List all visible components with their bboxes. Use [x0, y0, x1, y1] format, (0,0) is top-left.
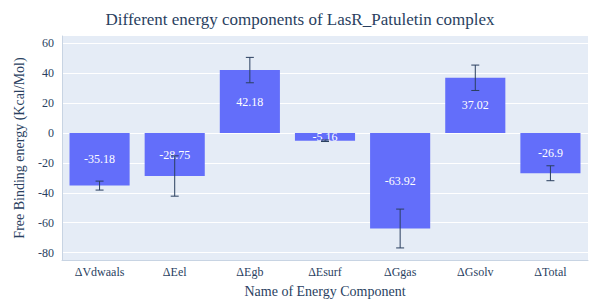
svg-text:-28.75: -28.75 — [159, 147, 191, 162]
svg-text:-40: -40 — [38, 186, 54, 200]
svg-text:0: 0 — [48, 126, 54, 140]
svg-text:-26.9: -26.9 — [538, 146, 563, 160]
svg-text:-5.16: -5.16 — [313, 130, 338, 144]
svg-text:Free Binding energy (Kcal/Mol): Free Binding energy (Kcal/Mol) — [12, 57, 28, 239]
svg-text:40: 40 — [42, 66, 54, 80]
svg-text:60: 60 — [42, 36, 54, 50]
svg-text:20: 20 — [42, 96, 54, 110]
svg-text:-63.92: -63.92 — [385, 174, 416, 188]
svg-text:ΔEgb: ΔEgb — [236, 265, 263, 279]
svg-text:Name of Energy Component: Name of Energy Component — [244, 284, 405, 299]
svg-text:37.02: 37.02 — [462, 98, 489, 112]
svg-text:ΔGgas: ΔGgas — [384, 265, 417, 279]
svg-text:-20: -20 — [38, 156, 54, 170]
svg-text:Different energy components of: Different energy components of LasR_Patu… — [106, 10, 495, 29]
svg-text:42.18: 42.18 — [236, 95, 263, 109]
svg-text:ΔTotal: ΔTotal — [534, 265, 567, 279]
svg-text:-35.18: -35.18 — [84, 152, 115, 166]
svg-text:-80: -80 — [38, 246, 54, 260]
svg-text:-60: -60 — [38, 216, 54, 230]
svg-text:ΔGsolv: ΔGsolv — [457, 265, 493, 279]
svg-text:ΔVdwaals: ΔVdwaals — [75, 265, 125, 279]
svg-text:ΔEsurf: ΔEsurf — [308, 265, 342, 279]
svg-text:ΔEel: ΔEel — [163, 265, 187, 279]
